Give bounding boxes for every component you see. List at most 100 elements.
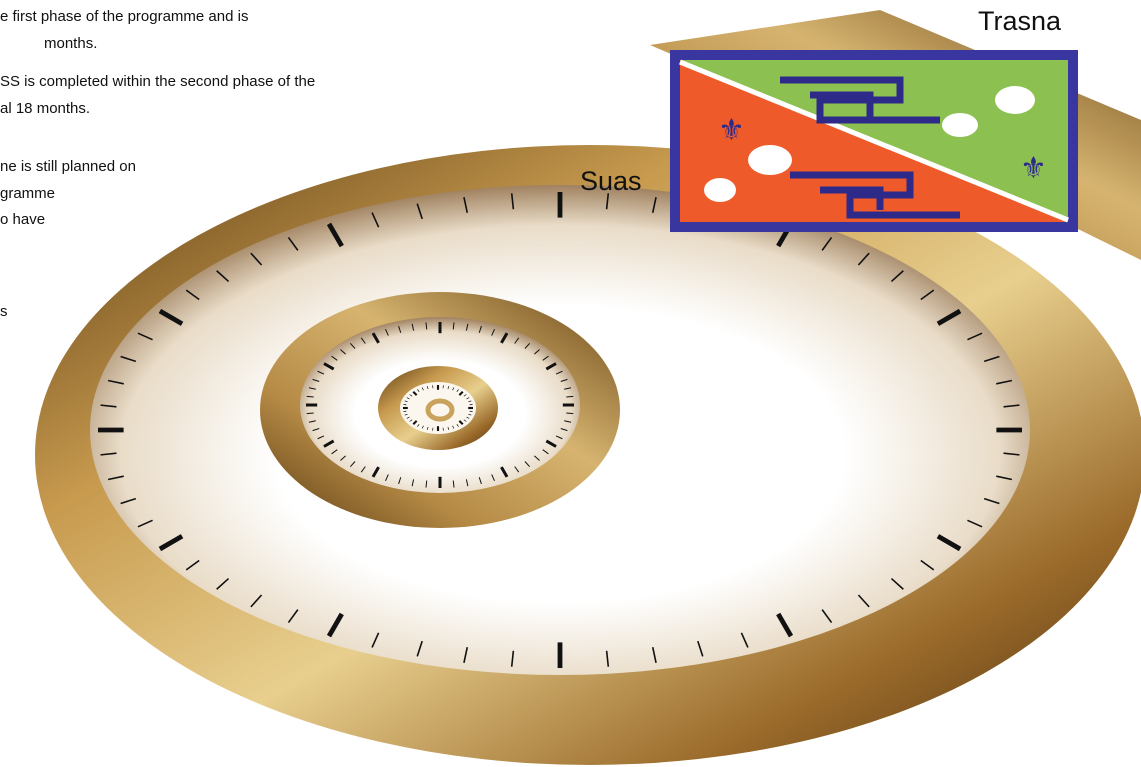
tick <box>857 594 870 608</box>
tick <box>385 328 389 336</box>
tick <box>605 650 610 667</box>
tick <box>287 609 299 624</box>
clock-ticks <box>98 192 1022 668</box>
tick <box>421 425 424 429</box>
tick <box>447 386 450 390</box>
tick <box>545 439 557 448</box>
tick <box>524 342 531 349</box>
tick <box>412 420 418 426</box>
tick <box>452 425 455 429</box>
tick <box>398 477 402 485</box>
tick <box>371 332 380 344</box>
tick <box>542 355 549 361</box>
tick <box>308 420 316 423</box>
tick <box>564 420 572 423</box>
tick <box>534 349 540 355</box>
tick <box>465 323 469 331</box>
tick <box>967 519 983 528</box>
tick <box>936 534 962 552</box>
tick <box>417 423 420 427</box>
tick <box>308 387 316 390</box>
tick <box>651 646 657 663</box>
tick <box>371 466 380 478</box>
tick <box>821 609 833 624</box>
tick <box>411 323 415 331</box>
tick <box>417 389 420 393</box>
tick <box>463 646 469 663</box>
tick <box>331 449 338 455</box>
tick <box>983 497 1000 505</box>
tick <box>421 387 424 391</box>
tick <box>465 479 469 487</box>
tick <box>500 332 509 344</box>
tick <box>411 479 415 487</box>
tick <box>936 308 962 326</box>
tick <box>452 322 455 330</box>
tick <box>514 466 520 473</box>
tick <box>317 435 325 440</box>
tick <box>317 370 325 375</box>
tick <box>349 461 356 468</box>
tick <box>478 325 482 333</box>
tick <box>409 394 413 397</box>
tick <box>452 480 455 488</box>
tick <box>331 355 338 361</box>
tick <box>250 594 263 608</box>
tick <box>340 349 346 355</box>
tick <box>463 419 467 422</box>
tick <box>412 390 418 396</box>
tick <box>510 193 515 210</box>
footprints <box>704 86 1035 202</box>
tick <box>185 559 200 571</box>
tick <box>107 475 124 481</box>
text-line: gramme <box>0 185 56 202</box>
tick <box>890 577 904 590</box>
tick <box>360 337 366 344</box>
tick <box>158 308 184 326</box>
text-line: o have <box>0 211 46 228</box>
tick <box>463 394 467 397</box>
tick <box>491 328 495 336</box>
tick <box>250 252 263 266</box>
tick <box>416 640 423 657</box>
tick <box>697 640 704 657</box>
tick <box>216 270 230 283</box>
tick <box>100 404 117 408</box>
tick <box>458 420 464 426</box>
tick <box>510 650 515 667</box>
tick <box>425 322 428 330</box>
tick <box>306 395 314 398</box>
fleur-left: ⚜ <box>718 114 745 147</box>
tick <box>491 474 495 482</box>
tick <box>371 212 380 228</box>
tick <box>605 193 610 210</box>
tick <box>534 455 540 461</box>
tick <box>555 435 563 440</box>
tick <box>306 412 314 415</box>
tick <box>524 461 531 468</box>
tick <box>312 428 320 432</box>
tick <box>447 426 450 430</box>
tick <box>566 412 574 415</box>
tick <box>542 449 549 455</box>
tick <box>983 355 1000 363</box>
tick <box>398 325 402 333</box>
tick <box>920 559 935 571</box>
tick <box>456 389 459 393</box>
tick <box>349 342 356 349</box>
tick <box>426 386 429 390</box>
banner-divider <box>679 59 1069 223</box>
tick <box>545 362 557 371</box>
label-trasna: Trasna <box>978 6 1062 36</box>
tick <box>452 387 455 391</box>
tick <box>967 332 983 341</box>
tick <box>776 612 794 638</box>
tick <box>466 416 470 419</box>
tick <box>340 455 346 461</box>
banner: ⚜ ⚜ <box>670 50 1078 232</box>
tick <box>425 480 428 488</box>
center-curl <box>425 398 455 422</box>
text-line: s <box>0 303 8 320</box>
tick <box>137 519 153 528</box>
